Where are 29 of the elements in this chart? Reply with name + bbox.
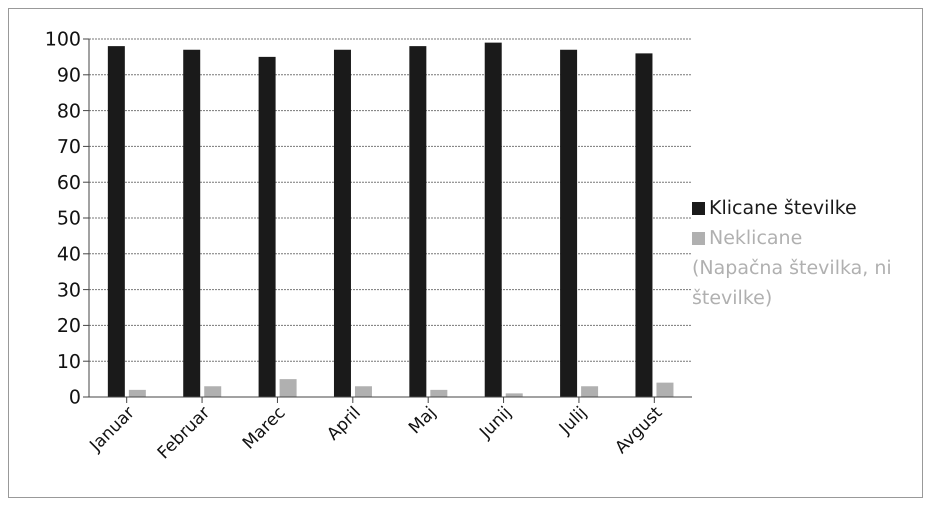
y-tick-label: 50 [56,208,81,230]
legend-label: Klicane številke [709,197,857,219]
y-tick-label: 100 [44,28,81,51]
y-tick-label: 10 [56,350,81,373]
bar [560,50,578,397]
legend-label: Neklicane (Napačna številka, ni številke) [692,227,892,309]
y-tick-label: 90 [56,64,81,87]
bar [635,53,652,397]
bar [204,386,222,397]
y-tick-label: 0 [68,386,81,409]
bar [354,386,372,397]
bar [430,390,448,397]
bar [258,56,276,397]
bar [409,46,426,397]
y-tick-label: 20 [56,315,81,338]
bar [334,50,351,397]
bar [581,386,598,397]
x-tick-label: Maj [405,402,440,438]
y-tick-label: 60 [56,172,81,194]
bar [128,390,146,397]
y-tick-label: 30 [56,279,81,302]
bar [484,42,502,397]
bar [280,379,297,397]
y-tick-label: 70 [56,136,81,158]
bar [656,382,674,397]
bar [108,46,125,397]
bar [183,50,200,397]
y-tick-label: 40 [56,244,81,266]
y-tick-label: 80 [56,100,81,122]
